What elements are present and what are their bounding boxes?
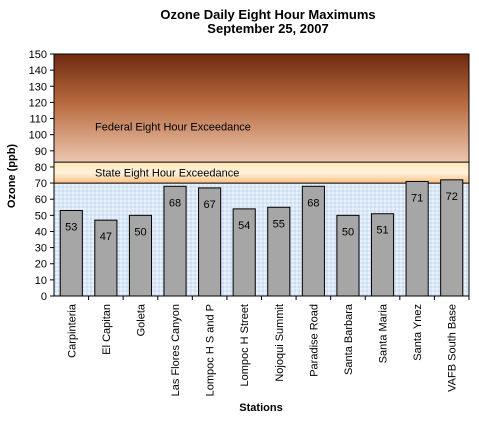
x-axis: Carpinteria El Capitan Goleta Las Flores Ca… xyxy=(54,295,470,396)
data-label-0: 53 xyxy=(65,221,77,233)
data-label-11: 72 xyxy=(446,191,458,203)
data-label-6: 55 xyxy=(273,218,285,230)
state-exceedance-band xyxy=(54,162,469,184)
data-label-2: 50 xyxy=(134,226,146,238)
y-tick-label-5: 50 xyxy=(35,210,47,222)
x-axis-title: Stations xyxy=(239,402,282,414)
y-tick-label-8: 80 xyxy=(35,162,47,174)
data-label-9: 51 xyxy=(376,225,388,237)
y-tick-label-6: 60 xyxy=(35,194,47,206)
x-tick-label-0: Carpinteria xyxy=(66,303,78,358)
y-tick-label-15: 150 xyxy=(29,49,47,61)
y-tick-label-11: 110 xyxy=(29,114,47,126)
y-tick-label-1: 10 xyxy=(35,275,47,287)
data-label-1: 47 xyxy=(100,231,112,243)
y-axis-title: Ozone (ppb) xyxy=(6,144,18,208)
data-label-4: 67 xyxy=(204,199,216,211)
y-tick-label-10: 100 xyxy=(29,130,47,142)
y-tick-label-9: 90 xyxy=(35,146,47,158)
state-band-label: State Eight Hour Exceedance xyxy=(95,168,239,180)
y-tick-label-14: 140 xyxy=(29,65,47,77)
y-axis: 0 10 20 30 40 50 60 70 80 90 100 110 120 130 140 150 xyxy=(29,49,55,303)
chart-title: Ozone Daily Eight Hour Maximums xyxy=(160,7,375,22)
y-tick-label-0: 0 xyxy=(41,291,47,303)
x-tick-label-8: Santa Barbara xyxy=(343,303,355,375)
federal-exceedance-band xyxy=(54,54,469,163)
x-tick-label-11: VAFB South Base xyxy=(447,304,459,392)
data-label-7: 68 xyxy=(307,197,319,209)
x-tick-label-10: Santa Ynez xyxy=(412,304,424,361)
y-tick-label-12: 120 xyxy=(29,97,47,109)
y-tick-label-3: 30 xyxy=(35,243,47,255)
y-tick-label-13: 130 xyxy=(29,81,47,93)
data-label-3: 68 xyxy=(169,197,181,209)
data-label-8: 50 xyxy=(342,226,354,238)
data-label-5: 54 xyxy=(238,220,250,232)
y-tick-label-7: 70 xyxy=(35,178,47,190)
x-tick-label-2: Goleta xyxy=(135,303,147,336)
data-label-10: 71 xyxy=(411,192,423,204)
x-tick-label-5: Lompoc H Street xyxy=(239,304,251,387)
y-tick-label-2: 20 xyxy=(35,259,47,271)
x-tick-label-6: Nojoqui Summit xyxy=(274,304,286,382)
x-tick-label-7: Paradise Road xyxy=(308,304,320,377)
x-tick-label-1: El Capitan xyxy=(101,304,113,355)
y-tick-label-4: 40 xyxy=(35,226,47,238)
chart-subtitle: September 25, 2007 xyxy=(207,21,328,36)
x-tick-label-9: Santa Maria xyxy=(378,303,390,363)
federal-band-label: Federal Eight Hour Exceedance xyxy=(95,122,251,134)
x-tick-label-4: Lompoc H S and P xyxy=(205,304,217,396)
normal-zone-background xyxy=(54,183,469,296)
x-tick-label-3: Las Flores Canyon xyxy=(170,304,182,396)
plot-area: Federal Eight Hour Exceedance State Eight… xyxy=(53,53,470,297)
